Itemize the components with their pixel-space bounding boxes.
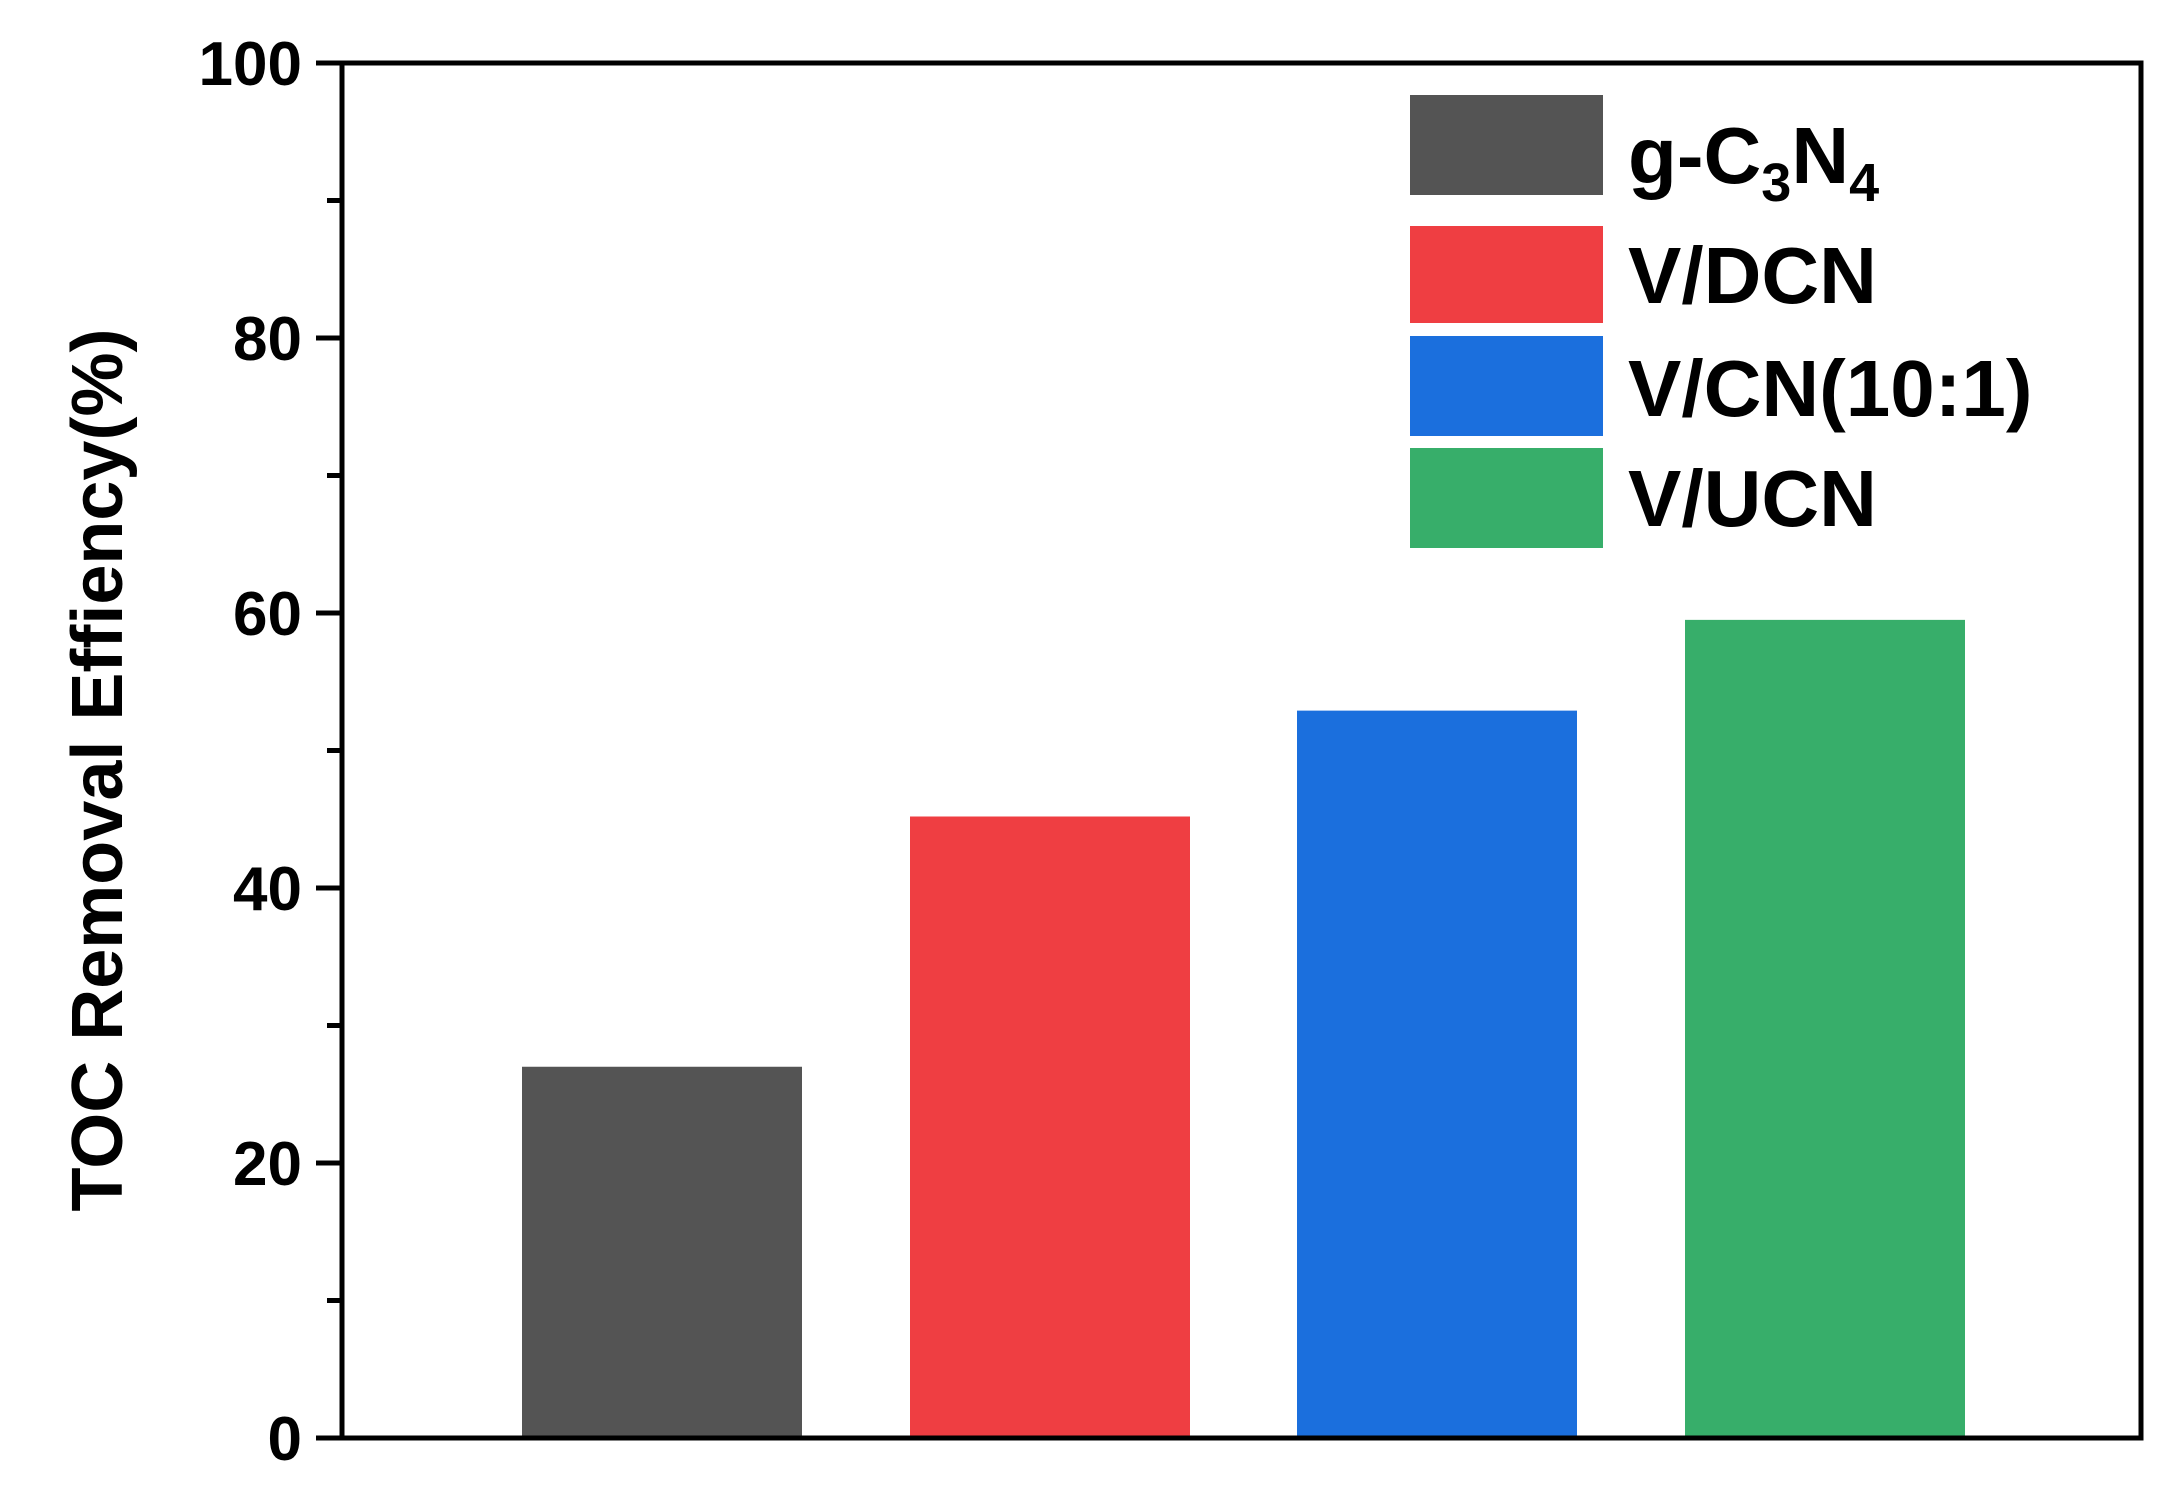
legend-label-v-dcn: V/DCN [1628, 231, 1877, 320]
legend-swatch-g-c3n4 [1410, 95, 1603, 195]
bar-v-cn-10-1 [1297, 710, 1577, 1438]
legend-swatch-v-dcn [1410, 226, 1603, 323]
y-axis-title: TOC Removal Effiency(%) [58, 329, 138, 1212]
y-tick-label: 80 [233, 305, 302, 374]
plot-frame [339, 60, 2144, 1441]
bar-v-dcn [910, 816, 1190, 1438]
y-tick-label: 0 [268, 1405, 302, 1474]
legend-label-g-c3n4: g-C3N4 [1628, 111, 1879, 213]
y-tick-label: 40 [233, 855, 302, 924]
bar-g-c3n4 [522, 1066, 802, 1438]
bars-group [522, 619, 1965, 1438]
legend-label-v-ucn: V/UCN [1628, 454, 1877, 543]
y-tick-label: 60 [233, 580, 302, 649]
y-tick-label: 100 [199, 30, 302, 99]
legend-swatch-v-cn-10-1 [1410, 336, 1603, 436]
legend-label-v-cn-10-1: V/CN(10:1) [1628, 344, 2033, 433]
bar-v-ucn [1685, 619, 1965, 1438]
legend-swatch-v-ucn [1410, 448, 1603, 548]
y-axis: 0 20 40 60 80 100 [199, 30, 342, 1474]
y-tick-label: 20 [233, 1130, 302, 1199]
legend: g-C3N4 V/DCN V/CN(10:1) V/UCN [1410, 95, 2033, 548]
